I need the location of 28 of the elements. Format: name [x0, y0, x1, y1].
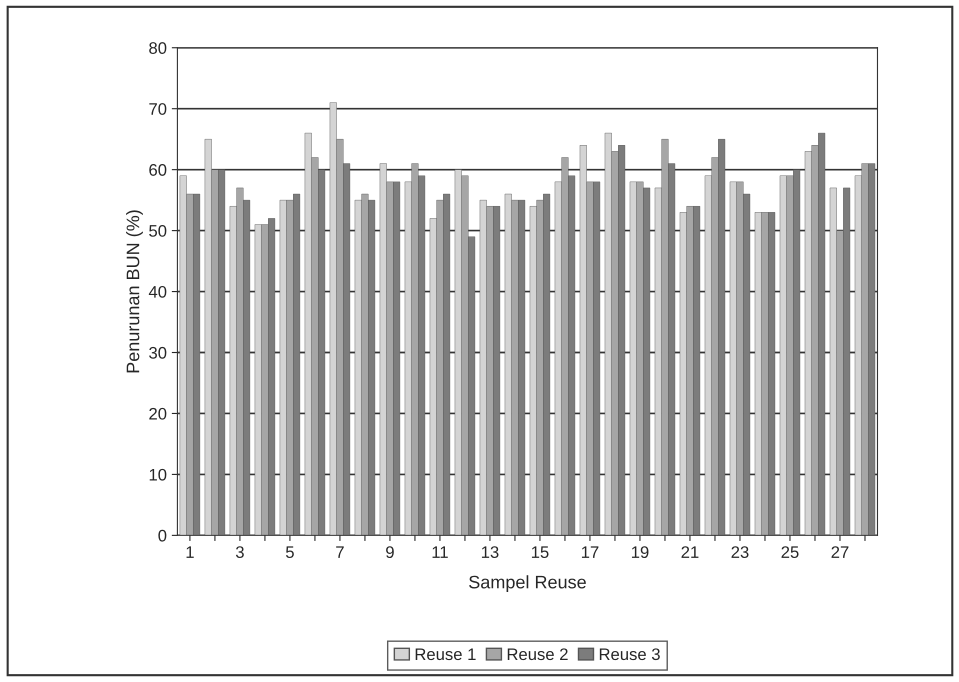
x-tick-label: 19: [632, 546, 648, 558]
legend-label: Reuse 3: [600, 648, 660, 660]
legend-label: Reuse 2: [508, 648, 568, 660]
x-tick-label: 9: [386, 546, 394, 558]
y-axis-title: Penurunan BUN (%): [126, 210, 143, 372]
x-tick-label: 13: [482, 546, 498, 558]
x-tick-label: 17: [582, 546, 598, 558]
x-tick-label: 11: [432, 546, 448, 558]
y-tick-label: 60: [149, 164, 166, 176]
x-tick-label: 27: [832, 546, 848, 558]
legend-label: Reuse 1: [416, 648, 476, 660]
y-tick-label: 0: [158, 530, 166, 542]
y-tick-label: 80: [149, 42, 166, 54]
x-tick-label: 21: [682, 546, 698, 558]
x-tick-label: 5: [286, 546, 294, 558]
x-tick-label: 1: [186, 546, 194, 558]
y-tick-label: 20: [149, 408, 166, 420]
x-tick-label: 3: [236, 546, 244, 558]
x-tick-label: 15: [532, 546, 549, 558]
x-tick-label: 23: [732, 546, 749, 558]
y-tick-label: 30: [149, 346, 166, 359]
x-tick-label: 7: [336, 546, 344, 558]
y-tick-label: 70: [149, 103, 166, 115]
x-axis-title: Sampel Reuse: [469, 575, 586, 592]
y-tick-label: 40: [148, 286, 166, 298]
y-tick-label: 50: [149, 225, 166, 237]
y-tick-label: 10: [150, 468, 166, 481]
x-tick-label: 25: [782, 546, 799, 558]
